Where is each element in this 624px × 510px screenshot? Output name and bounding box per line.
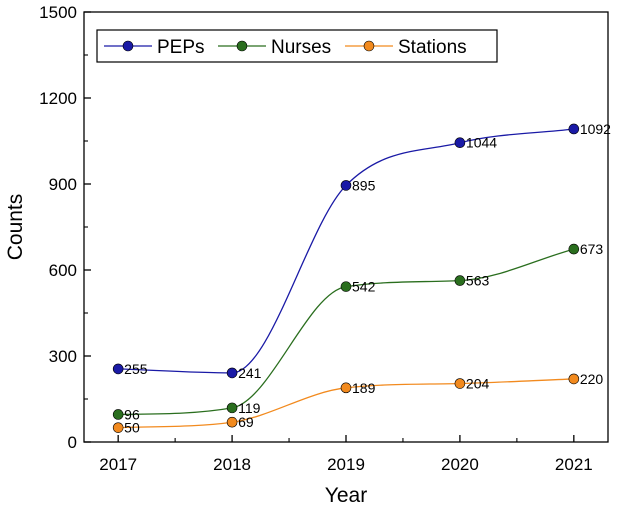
data-label-nurses: 673 [580, 241, 604, 257]
data-point-nurses [226, 402, 238, 414]
data-label-stations: 69 [238, 414, 254, 430]
data-point-stations [226, 416, 238, 428]
data-label-peps: 241 [238, 365, 262, 381]
data-point-peps [454, 137, 466, 149]
x-tick-label: 2021 [555, 455, 593, 474]
data-label-nurses: 119 [238, 400, 261, 416]
data-point-nurses [340, 281, 352, 292]
plot-area [83, 11, 609, 443]
data-point-stations [112, 422, 124, 433]
data-label-nurses: 563 [466, 273, 490, 289]
y-tick-label: 600 [49, 261, 77, 280]
data-label-nurses: 542 [352, 279, 376, 295]
legend-marker-stations [363, 40, 375, 52]
data-point-peps [340, 180, 352, 191]
data-label-peps: 1092 [580, 121, 611, 137]
y-tick-label: 0 [68, 433, 77, 452]
legend-label-peps: PEPs [157, 37, 205, 58]
y-axis-title: Counts [4, 194, 27, 261]
data-label-peps: 895 [352, 177, 376, 193]
y-tick-label: 1200 [39, 89, 77, 108]
y-tick-label: 300 [49, 347, 77, 366]
data-label-peps: 1044 [466, 135, 497, 151]
data-point-peps [226, 367, 238, 379]
legend-marker-peps [122, 40, 134, 52]
data-label-stations: 220 [580, 371, 604, 387]
data-point-nurses [454, 275, 466, 286]
data-label-peps: 255 [124, 361, 148, 377]
y-tick-label: 900 [49, 175, 77, 194]
data-point-nurses [112, 409, 124, 420]
legend-marker-nurses [236, 40, 248, 52]
data-point-stations [454, 378, 466, 389]
y-tick-label: 1500 [39, 3, 77, 22]
data-point-nurses [568, 243, 580, 255]
legend-box [96, 29, 498, 63]
data-point-peps [112, 363, 124, 375]
x-tick-label: 2020 [441, 455, 479, 474]
x-axis-ticks: 2017 2018 2019 2020 2021 [99, 435, 593, 474]
legend: PEPs Nurses Stations [96, 29, 498, 63]
x-tick-label: 2017 [99, 455, 137, 474]
series-group [112, 123, 580, 433]
data-point-stations [568, 373, 580, 385]
x-tick-label: 2018 [213, 455, 251, 474]
legend-label-nurses: Nurses [271, 37, 331, 58]
series-line-peps [118, 128, 574, 374]
data-point-peps [568, 123, 580, 135]
data-label-nurses: 96 [124, 406, 140, 422]
data-label-stations: 189 [352, 380, 376, 396]
data-point-stations [340, 382, 352, 394]
data-label-stations: 204 [466, 376, 490, 392]
data-label-stations: 50 [124, 420, 140, 436]
x-axis-title: Year [325, 484, 367, 507]
x-tick-label: 2019 [327, 455, 365, 474]
plot-frame [83, 11, 609, 443]
data-labels: 255 241 895 1044 1092 96 119 542 563 673 50 69 189 20… [124, 121, 611, 436]
y-axis-ticks: 0 300 600 900 1200 1500 [39, 3, 91, 452]
legend-label-stations: Stations [398, 37, 467, 58]
